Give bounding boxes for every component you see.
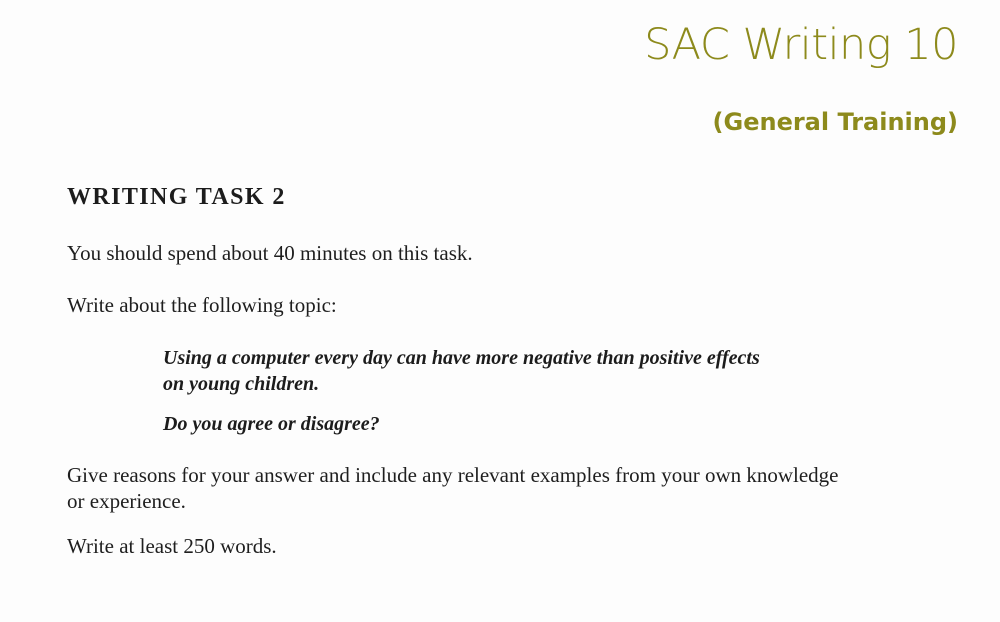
document-title: SAC Writing 10 [644,20,958,70]
topic-question: Do you agree or disagree? [163,413,380,435]
answer-guidance-line: or experience. [67,489,186,513]
topic-statement-line: Using a computer every day can have more… [163,347,760,369]
topic-statement-line: on young children. [163,373,320,395]
topic-intro: Write about the following topic: [67,293,337,317]
document-subtitle: (General Training) [712,108,958,136]
answer-guidance: Give reasons for your answer and include… [67,462,839,514]
word-count-requirement: Write at least 250 words. [67,534,277,558]
time-instruction: You should spend about 40 minutes on thi… [67,241,473,265]
task-heading: WRITING TASK 2 [67,184,286,210]
answer-guidance-line: Give reasons for your answer and include… [67,463,839,487]
topic-statement: Using a computer every day can have more… [163,345,760,397]
